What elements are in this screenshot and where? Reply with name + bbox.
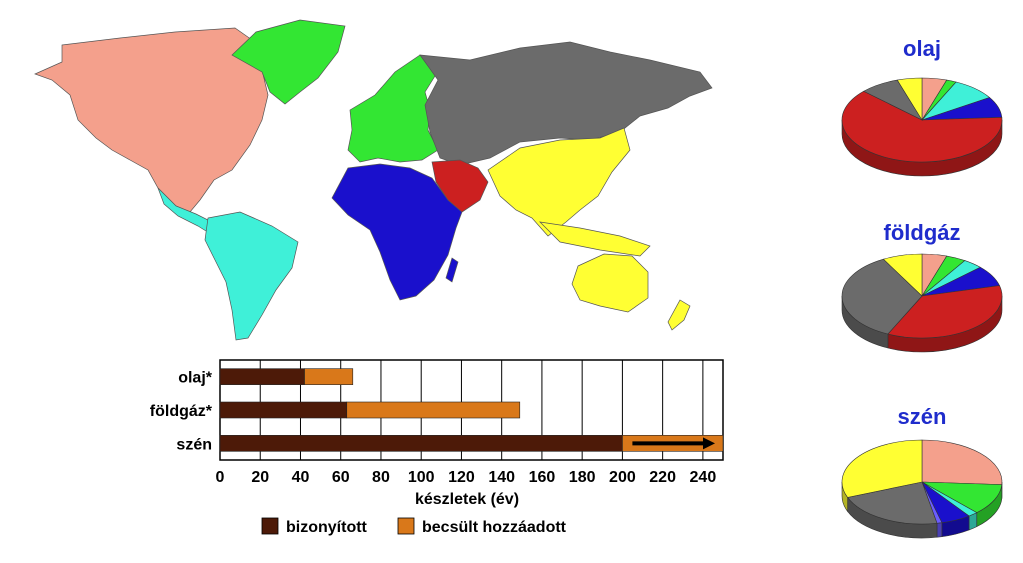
pie-chart-szen <box>841 439 1003 539</box>
category-label: szén <box>176 436 212 453</box>
pie-block-foldgaz: földgáz <box>822 212 1022 382</box>
x-tick-label: 60 <box>332 469 350 486</box>
x-tick-label: 180 <box>569 469 596 486</box>
bar-segment <box>304 368 354 385</box>
x-tick-label: 220 <box>649 469 676 486</box>
pie-block-szen: szén <box>822 400 1022 563</box>
region-asia-pacific <box>487 127 631 237</box>
region-middle-east <box>431 159 489 213</box>
legend-swatch <box>261 517 279 535</box>
bar-segment <box>219 435 623 452</box>
bar-marks <box>219 368 724 452</box>
x-tick-label: 140 <box>488 469 515 486</box>
x-tick-label: 100 <box>408 469 435 486</box>
bar-segment <box>219 368 305 385</box>
region-russia-cis <box>419 41 713 166</box>
region-new-zealand <box>667 299 691 331</box>
pie-block-olaj: olaj <box>822 28 1022 198</box>
pie-slice <box>887 285 1003 339</box>
category-label: földgáz* <box>150 403 213 420</box>
x-tick-label: 20 <box>251 469 269 486</box>
pie-chart-foldgaz <box>841 253 1003 353</box>
region-madagascar <box>445 257 459 283</box>
pie-slice <box>841 90 1003 163</box>
region-south-america <box>204 211 299 341</box>
pie-slice <box>841 439 923 498</box>
pie-slice <box>896 77 923 122</box>
pie-slice <box>847 481 938 525</box>
x-tick-label: 120 <box>448 469 475 486</box>
region-se-asia <box>539 221 651 257</box>
pie-side <box>936 522 943 538</box>
category-label: olaj* <box>178 370 213 387</box>
pie-slice <box>841 258 923 335</box>
pie-title: olaj <box>903 36 941 61</box>
legend-label: becsült hozzáadott <box>422 519 567 536</box>
x-tick-label: 0 <box>216 469 225 486</box>
pie-slice <box>921 439 1003 485</box>
x-tick-label: 240 <box>690 469 717 486</box>
bar-segment <box>346 401 521 419</box>
growth-arrow-head <box>703 437 715 450</box>
legend-swatch <box>397 517 415 535</box>
legend-label: bizonyított <box>286 519 368 536</box>
x-tick-label: 200 <box>609 469 636 486</box>
region-greenland <box>231 19 346 105</box>
region-africa <box>331 163 463 301</box>
reserves-bar-chart: olaj* földgáz* szén 0 20 40 60 80 100 120 140 160 1… <box>150 359 724 536</box>
bar-tick-labels: 0 20 40 60 80 100 120 140 160 180 200 220 240 <box>216 469 717 486</box>
x-tick-label: 40 <box>292 469 310 486</box>
pie-slice <box>921 481 1003 513</box>
region-australia <box>571 253 649 313</box>
pie-title: szén <box>897 404 947 429</box>
world-map <box>34 19 713 341</box>
bar-segment <box>219 401 348 419</box>
pie-chart-olaj <box>841 77 1003 177</box>
pie-title: földgáz <box>883 220 961 245</box>
pie-slice <box>882 253 923 297</box>
x-tick-label: 160 <box>529 469 556 486</box>
x-axis-label: készletek (év) <box>415 491 519 508</box>
x-tick-label: 80 <box>372 469 390 486</box>
bar-legend: bizonyított becsült hozzáadott <box>261 517 567 536</box>
bar-category-labels: olaj* földgáz* szén <box>150 370 213 454</box>
